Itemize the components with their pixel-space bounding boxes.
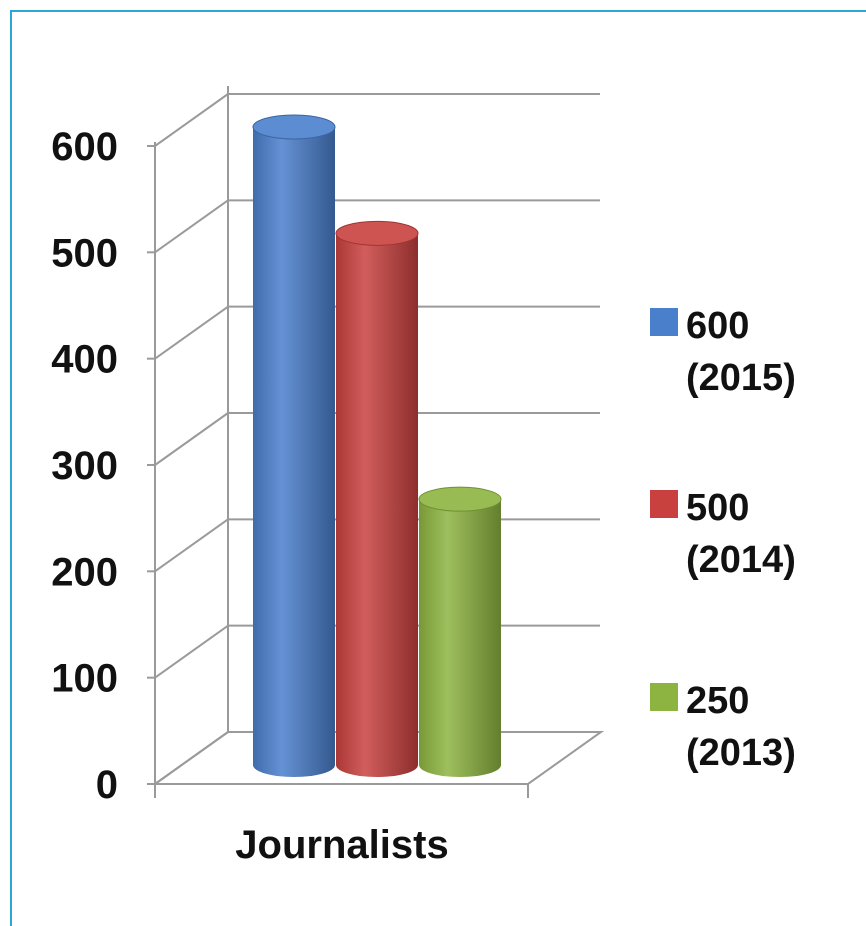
bars <box>252 114 502 778</box>
bar <box>418 486 502 777</box>
legend-entry: 500 (2014) <box>650 487 796 581</box>
chart-frame <box>10 10 866 926</box>
y-tick-label: 600 <box>51 125 118 169</box>
legend-label: 500 (2014) <box>686 487 796 581</box>
axes <box>147 86 605 798</box>
y-tick-label: 0 <box>96 763 118 807</box>
y-tick-label: 100 <box>51 657 118 701</box>
bar <box>252 114 336 777</box>
x-axis-category-labels: Journalists <box>235 823 448 867</box>
legend-swatch <box>650 490 678 518</box>
y-axis-tick-labels: 0 100 200 300 400 500 600 <box>51 125 118 807</box>
y-tick-label: 500 <box>51 231 118 275</box>
gridline <box>154 93 600 147</box>
legend-entry: 250 (2013) <box>650 680 796 774</box>
legend-swatch <box>650 308 678 336</box>
legend-label: 250 (2013) <box>686 680 796 774</box>
legend: 600 (2015) 500 (2014) 250 (2013) <box>650 305 796 774</box>
bar <box>335 220 419 778</box>
legend-entry: 600 (2015) <box>650 305 796 399</box>
y-tick-label: 400 <box>51 338 118 382</box>
legend-swatch <box>650 683 678 711</box>
x-category-label: Journalists <box>235 823 448 867</box>
floor-plane <box>151 731 605 785</box>
y-tick-label: 200 <box>51 550 118 594</box>
y-tick-label: 300 <box>51 444 118 488</box>
legend-label: 600 (2015) <box>686 305 796 399</box>
